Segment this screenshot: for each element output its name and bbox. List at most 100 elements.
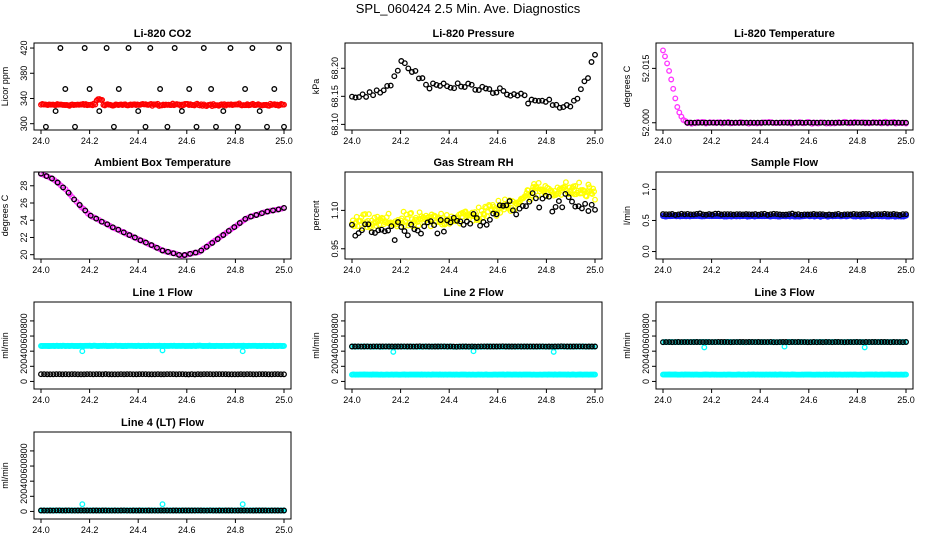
data-point — [565, 0, 570, 2]
data-point — [151, 371, 158, 378]
data-point — [404, 343, 411, 350]
data-point — [472, 86, 479, 93]
data-point — [832, 119, 839, 126]
data-point — [567, 343, 574, 350]
data-point — [450, 0, 455, 2]
data-point — [544, 0, 549, 2]
data-point — [505, 0, 510, 2]
y-tick-label: 600 — [330, 329, 340, 344]
data-point — [90, 371, 97, 378]
data-point — [351, 223, 358, 230]
data-point — [758, 339, 765, 346]
data-point — [391, 73, 398, 80]
data-point — [271, 507, 278, 514]
y-tick-label: 420 — [19, 41, 29, 56]
data-point — [480, 0, 485, 2]
data-point — [581, 0, 586, 2]
data-point — [429, 0, 434, 2]
data-point — [536, 0, 541, 2]
data-point — [133, 507, 140, 514]
data-point — [44, 507, 51, 514]
data-point — [736, 119, 743, 126]
data-point — [401, 60, 408, 67]
data-point — [497, 0, 502, 2]
data-point — [425, 0, 430, 2]
data-point — [441, 0, 446, 2]
data-point — [53, 371, 60, 378]
data-point — [903, 339, 909, 345]
data-point — [780, 119, 787, 126]
chart-title: Line 4 (LT) Flow — [121, 417, 204, 429]
data-point — [695, 119, 702, 126]
data-point — [372, 0, 377, 2]
data-point — [569, 198, 575, 205]
data-point — [552, 343, 558, 350]
y-tick-label: 800 — [19, 313, 29, 328]
data-point — [424, 0, 429, 2]
data-point — [664, 60, 671, 67]
data-point — [784, 119, 791, 126]
data-point — [540, 0, 545, 2]
data-point — [414, 0, 419, 2]
page-title: SPL_060424 2.5 Min. Ave. Diagnostics — [355, 1, 581, 16]
data-point — [268, 507, 275, 514]
data-point — [247, 213, 254, 220]
data-point — [133, 371, 140, 378]
data-point — [590, 0, 595, 2]
data-point — [802, 119, 809, 126]
data-point — [481, 211, 488, 218]
data-point — [412, 67, 419, 74]
y-tick-label: 400 — [330, 344, 340, 359]
data-point — [433, 81, 440, 88]
data-point — [408, 210, 415, 216]
data-point — [532, 195, 539, 202]
chart-ambient: Ambient Box Temperature degrees C 24.0 24.2… — [0, 157, 293, 275]
data-point — [379, 343, 386, 350]
data-point — [721, 339, 728, 345]
data-point — [553, 0, 558, 2]
data-point — [43, 173, 50, 180]
data-point — [844, 211, 851, 218]
data-point — [398, 343, 405, 350]
data-point — [562, 0, 567, 2]
data-point — [721, 211, 728, 218]
data-point — [147, 45, 154, 51]
data-point — [442, 0, 447, 2]
data-point — [270, 207, 276, 214]
data-point — [669, 211, 676, 217]
data-point — [56, 507, 63, 514]
x-tick-label: 24.2 — [703, 395, 721, 405]
x-tick-label: 25.0 — [275, 265, 293, 275]
data-point — [185, 507, 192, 514]
data-point — [354, 223, 361, 230]
data-point — [452, 0, 457, 2]
data-point — [810, 119, 817, 126]
data-point — [581, 0, 586, 2]
data-point — [536, 343, 543, 350]
data-point — [470, 348, 477, 355]
data-point — [457, 218, 464, 225]
data-point — [740, 339, 746, 345]
data-point — [755, 211, 762, 218]
data-point — [810, 211, 817, 217]
data-point — [754, 119, 761, 126]
data-point — [470, 210, 477, 217]
data-point — [507, 0, 512, 2]
data-point — [516, 0, 521, 2]
y-axis-label: ml/min — [622, 332, 632, 359]
data-point — [856, 211, 863, 218]
data-point — [777, 119, 783, 126]
data-point — [415, 75, 422, 82]
y-axis-label: Licor ppm — [0, 67, 10, 107]
data-point — [181, 252, 188, 258]
y-tick-label: 800 — [330, 313, 340, 328]
data-point — [433, 0, 438, 2]
data-point — [120, 229, 127, 236]
data-point — [443, 0, 448, 2]
data-point — [758, 211, 765, 218]
data-point — [861, 344, 868, 351]
data-point — [567, 0, 572, 2]
data-point — [706, 339, 713, 346]
data-point — [99, 507, 106, 514]
data-point — [568, 0, 573, 2]
